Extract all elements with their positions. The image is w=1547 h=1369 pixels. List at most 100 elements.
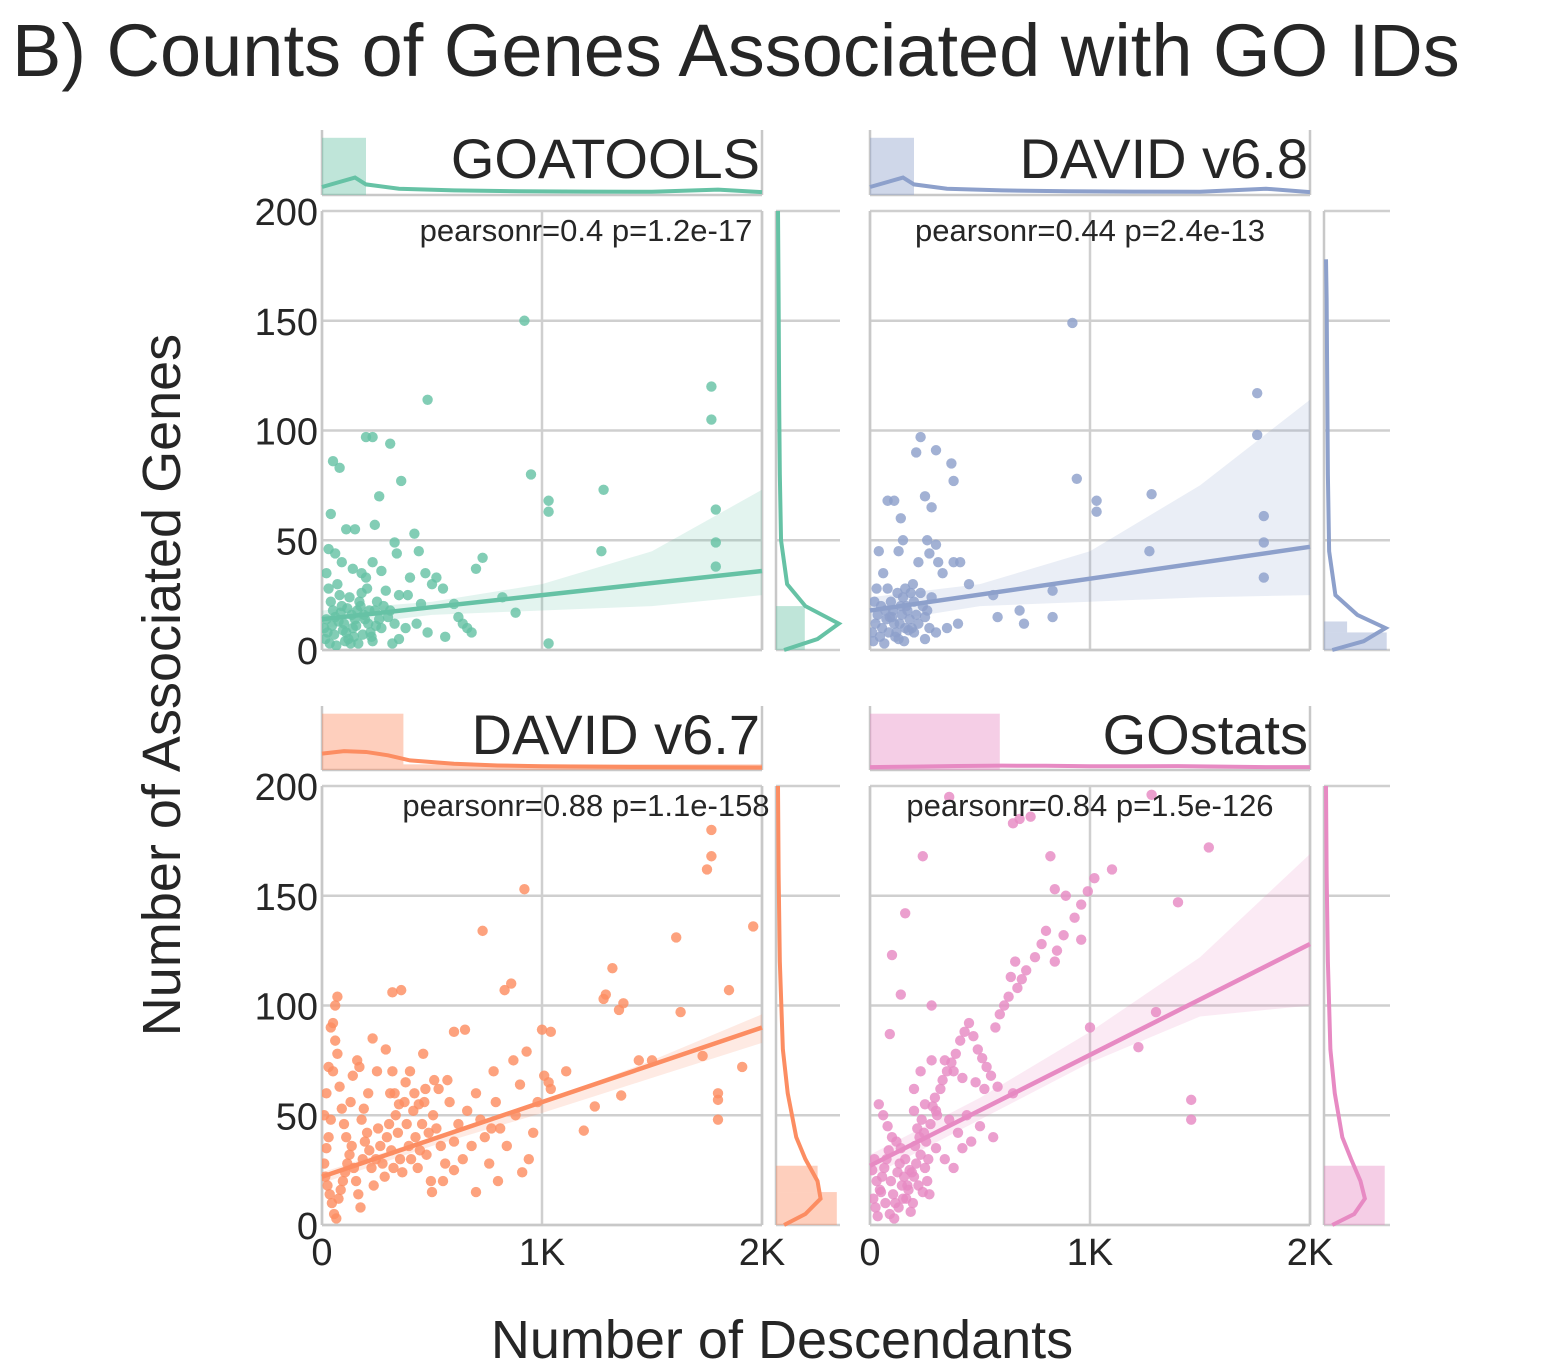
top-hist-bar [322, 713, 404, 770]
pearson-annotation: pearsonr=0.4 p=1.2e-17 [420, 213, 753, 248]
scatter-point [886, 949, 898, 961]
scatter-point [330, 1035, 341, 1046]
panel-3: 0 1K 2K GOstats pearsonr=0.84 p=1.5e-126 [859, 703, 1390, 1274]
scatter-point [411, 618, 422, 629]
scatter-point [393, 589, 405, 601]
top-hist-bar [870, 713, 1000, 770]
scatter-point [360, 572, 372, 583]
scatter-point [944, 791, 955, 803]
panel-title: DAVID v6.8 [1020, 127, 1308, 190]
figure-title: B) Counts of Genes Associated with GO ID… [12, 9, 1460, 92]
scatter-point [543, 638, 554, 649]
scatter-point [334, 589, 345, 601]
scatter-point [1084, 1022, 1096, 1033]
right-hist-bar [776, 1192, 837, 1225]
scatter-point [1058, 930, 1069, 941]
scatter-point [404, 572, 416, 583]
scatter-point [926, 1000, 937, 1011]
scatter-point [422, 627, 433, 638]
scatter-point [393, 1099, 405, 1110]
scatter-point [350, 620, 362, 632]
scatter-point [337, 1175, 349, 1187]
scatter-point [477, 925, 488, 937]
scatter-point [675, 1006, 686, 1018]
scatter-point [528, 1127, 539, 1139]
scatter-point [425, 1175, 437, 1187]
scatter-point [992, 611, 1003, 623]
scatter-point [349, 524, 361, 535]
scatter-point [618, 998, 629, 1009]
scatter-point [355, 600, 366, 612]
y-tick-label: 0 [297, 631, 318, 673]
scatter-point [499, 984, 510, 996]
scatter-point [327, 1017, 339, 1029]
scatter-point [338, 1118, 350, 1130]
scatter-point [917, 851, 928, 862]
scatter-point [437, 583, 449, 594]
scatter-point [1106, 864, 1118, 875]
scatter-point [490, 1096, 501, 1108]
panel-1: DAVID v6.8 pearsonr=0.44 p=2.4e-13 [868, 127, 1390, 652]
scatter-point [543, 506, 554, 517]
scatter-point [889, 1213, 900, 1224]
scatter-point [409, 1088, 420, 1099]
scatter-point [336, 557, 347, 568]
y-tick-label: 50 [276, 1096, 318, 1138]
scatter-point [712, 1088, 724, 1099]
scatter-point [361, 1127, 373, 1139]
scatter-point [427, 1110, 439, 1121]
scatter-point [448, 1136, 460, 1147]
scatter-point [737, 1061, 748, 1073]
y-tick-label: 100 [255, 987, 318, 1029]
scatter-point [1091, 495, 1102, 506]
panel-title: GOATOOLS [451, 127, 760, 190]
scatter-point [1020, 965, 1032, 976]
scatter-point [457, 1153, 468, 1165]
scatter-point [903, 625, 914, 636]
scatter-point [926, 502, 937, 513]
scatter-point [1018, 618, 1030, 629]
scatter-point [872, 609, 883, 621]
panel-2: 0 50 100 150 200 0 1K 2K DAVID v6.7 pearsonr=0.88… [255, 703, 840, 1274]
scatter-point [907, 578, 919, 590]
scatter-point [589, 1101, 600, 1112]
scatter-point [892, 587, 903, 599]
scatter-point [925, 1118, 936, 1130]
scatter-point [948, 1162, 959, 1174]
scatter-point [1203, 842, 1215, 853]
scatter-point [322, 1180, 333, 1191]
scatter-point [1049, 956, 1061, 967]
pearson-annotation: pearsonr=0.44 p=2.4e-13 [915, 213, 1265, 248]
scatter-point [426, 578, 438, 590]
scatter-point [915, 1149, 926, 1160]
scatter-point [935, 1083, 946, 1095]
scatter-point [444, 1096, 455, 1108]
scatter-point [484, 1158, 495, 1169]
scatter-point [433, 1083, 444, 1095]
scatter-point [1146, 488, 1157, 500]
scatter-point [353, 638, 364, 649]
y-tick-label: 100 [255, 412, 318, 454]
scatter-point [876, 1171, 888, 1182]
scatter-point [922, 605, 933, 616]
scatter-point [633, 1055, 644, 1066]
confidence-band [322, 489, 762, 629]
right-kde-line [1324, 259, 1390, 652]
scatter-point [870, 1193, 879, 1204]
scatter-point [345, 1096, 356, 1108]
scatter-point [470, 1186, 482, 1198]
top-kde-line [869, 763, 1310, 770]
scatter-point [903, 1184, 914, 1196]
scatter-point [368, 1180, 379, 1191]
regression-line [321, 1025, 763, 1179]
scatter-point [1069, 912, 1080, 923]
scatter-point [420, 1083, 431, 1095]
scatter-point [442, 1074, 453, 1086]
scatter-point [924, 622, 935, 634]
scatter-point [337, 625, 349, 636]
scatter-point [897, 535, 909, 546]
scatter-point [543, 1077, 554, 1088]
scatter-point [367, 557, 378, 568]
scatter-point [907, 1197, 919, 1209]
scatter-point [389, 618, 400, 629]
